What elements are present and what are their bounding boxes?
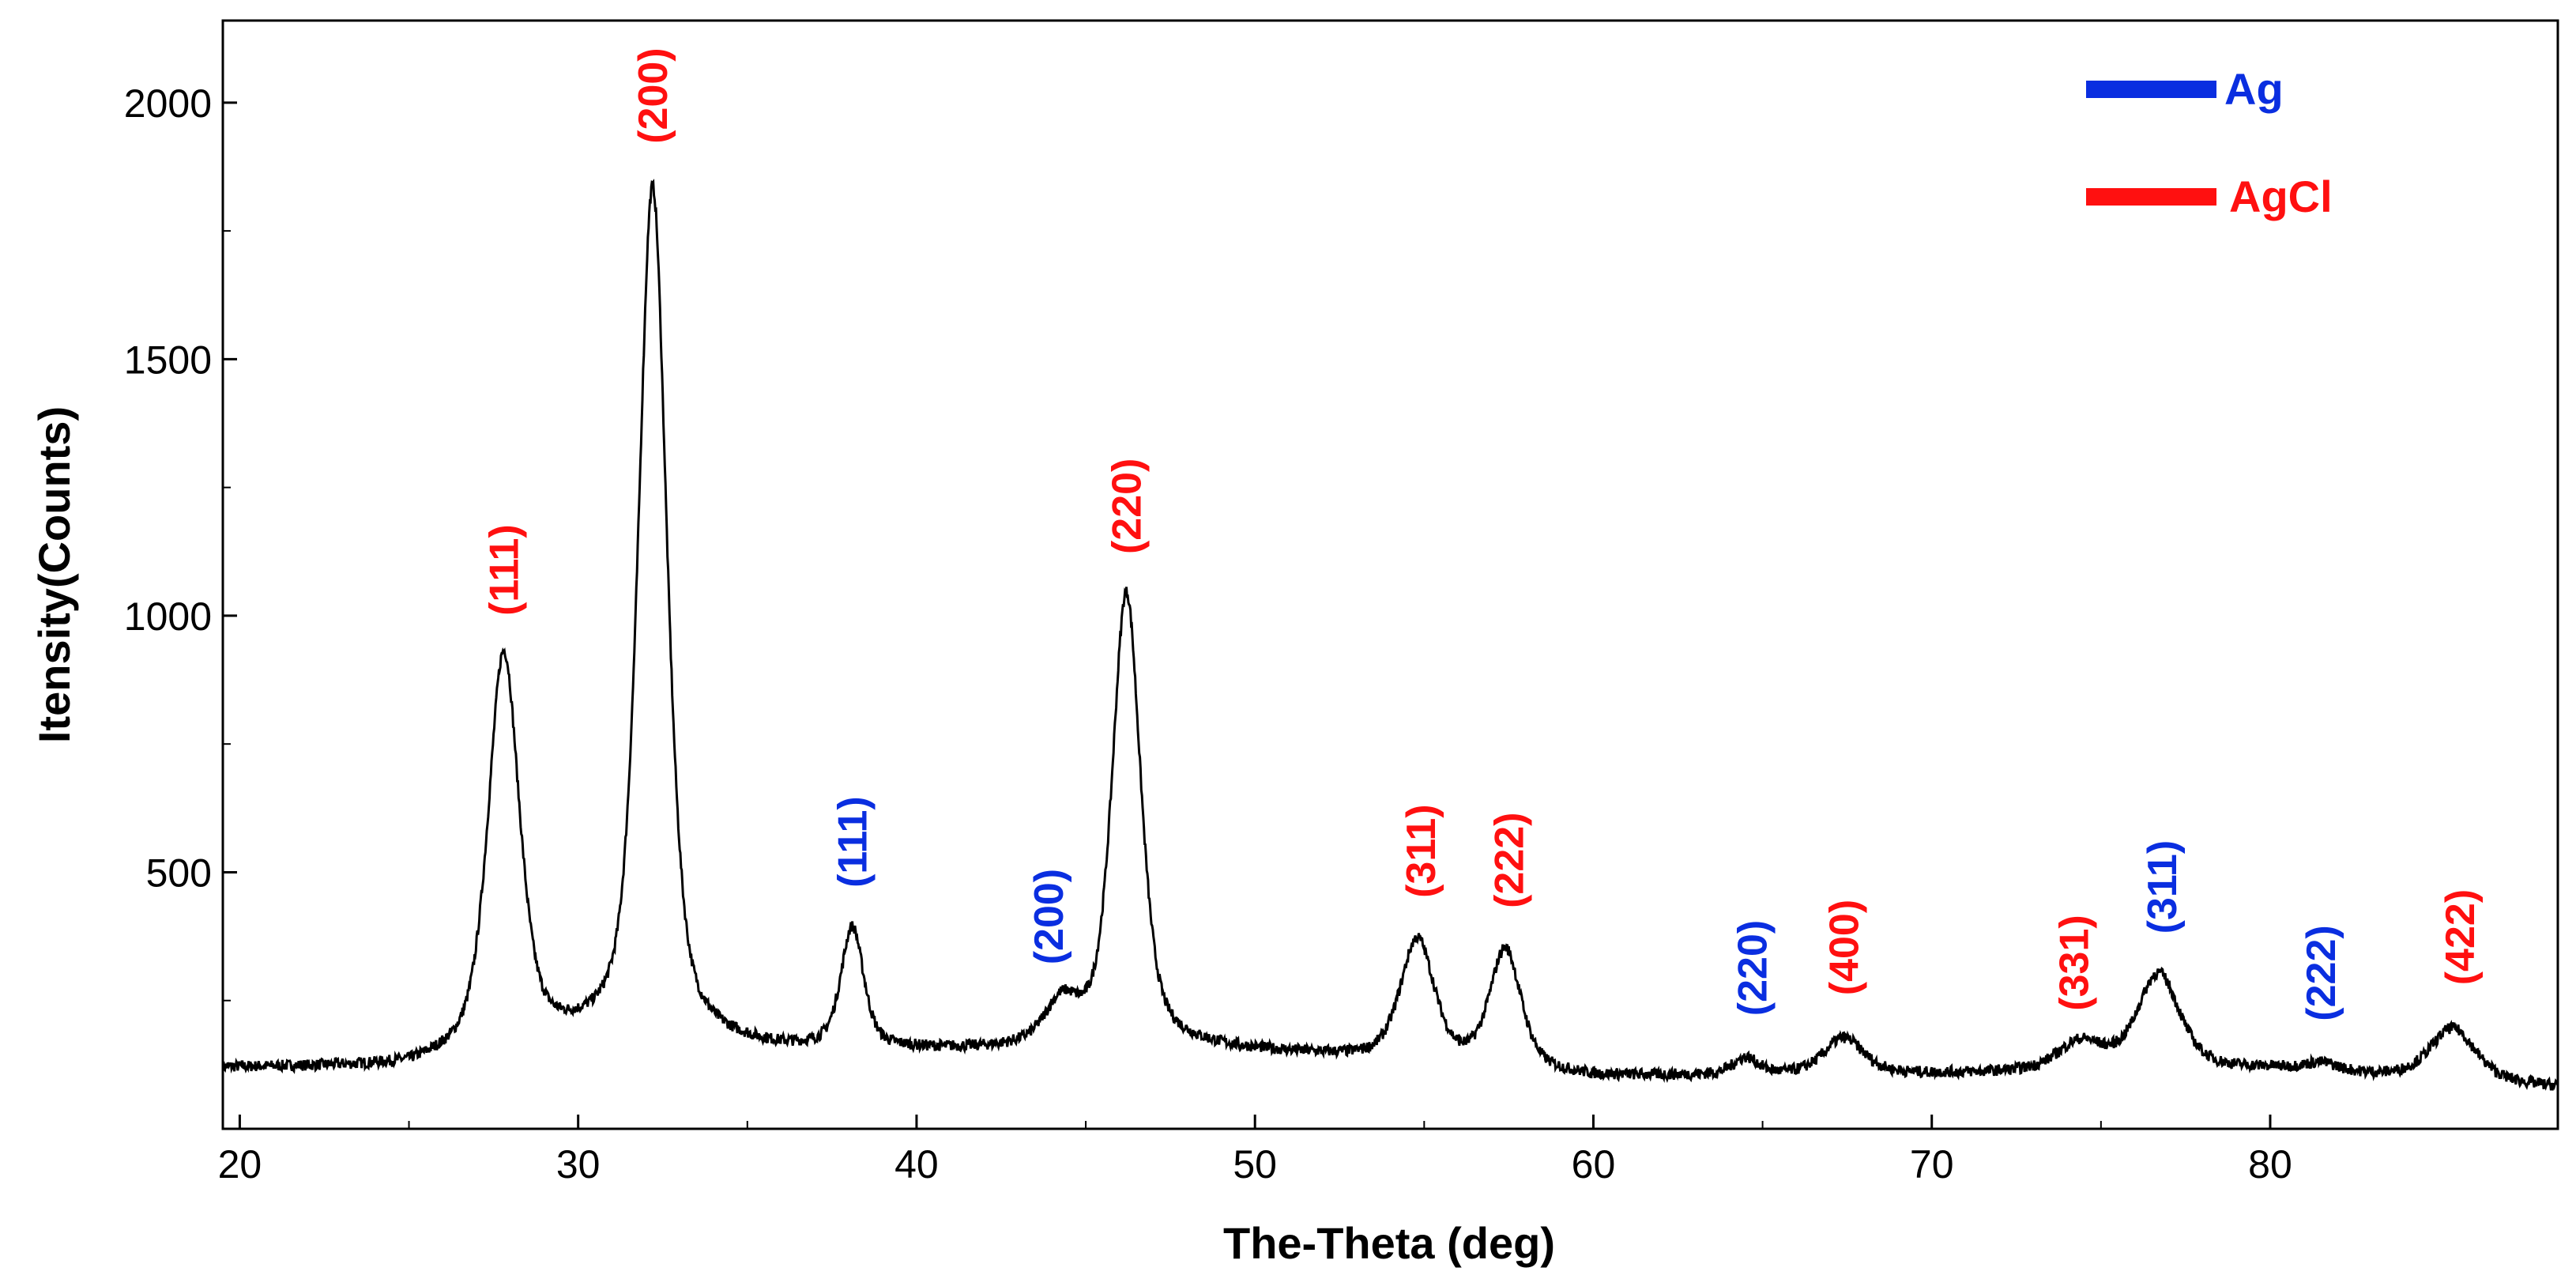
y-tick-label: 1000 xyxy=(124,594,212,639)
y-axis-title: Itensity(Counts) xyxy=(29,406,79,743)
y-tick-label: 2000 xyxy=(124,81,212,126)
peak-label-agcl: (111) xyxy=(481,524,527,616)
peak-label-agcl: (331) xyxy=(2052,915,2098,1010)
x-tick-label: 80 xyxy=(2248,1142,2292,1187)
peak-label-agcl: (220) xyxy=(1104,458,1150,554)
y-tick-label: 500 xyxy=(146,851,212,895)
peak-label-ag: (111) xyxy=(830,796,876,888)
x-tick-label: 20 xyxy=(218,1142,262,1187)
peak-label-agcl: (200) xyxy=(631,47,676,143)
legend-swatch-ag xyxy=(2086,81,2216,98)
legend: Ag AgCl xyxy=(2086,64,2333,221)
plot-frame xyxy=(221,19,2559,1130)
x-tick-label: 40 xyxy=(894,1142,939,1187)
xrd-pattern-line xyxy=(221,179,2559,1091)
peak-label-agcl: (422) xyxy=(2438,889,2484,985)
peak-label-agcl: (400) xyxy=(1821,900,1867,995)
y-tick-label: 1500 xyxy=(124,338,212,382)
y-axis: 500 1000 1500 2000 xyxy=(124,81,237,1002)
peak-label-ag: (311) xyxy=(2140,840,2186,934)
legend-label-agcl: AgCl xyxy=(2229,172,2333,221)
x-axis: 20 30 40 50 60 70 80 xyxy=(218,1115,2292,1187)
x-tick-label: 30 xyxy=(556,1142,601,1187)
peak-label-ag: (222) xyxy=(2299,925,2344,1021)
peak-label-ag: (220) xyxy=(1731,920,1776,1016)
x-tick-label: 50 xyxy=(1233,1142,1277,1187)
x-axis-title: The-Theta (deg) xyxy=(1223,1218,1555,1268)
legend-swatch-agcl xyxy=(2086,188,2216,206)
peak-annotations: (111) (200) (111) (200) (220) (311) (222) (220)… xyxy=(481,47,2483,1021)
legend-label-ag: Ag xyxy=(2224,64,2284,114)
peak-label-agcl: (222) xyxy=(1486,812,1532,907)
x-tick-label: 70 xyxy=(1910,1142,1954,1187)
peak-label-ag: (200) xyxy=(1026,869,1072,964)
x-tick-label: 60 xyxy=(1572,1142,1616,1187)
peak-label-agcl: (311) xyxy=(1399,804,1444,898)
